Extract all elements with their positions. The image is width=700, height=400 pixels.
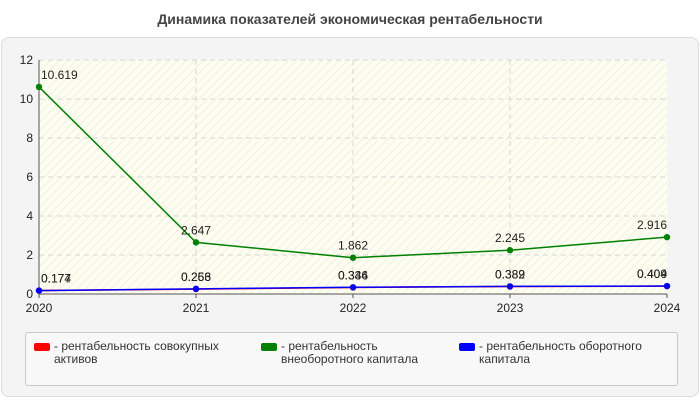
y-tick-label: 8 bbox=[26, 131, 33, 145]
data-label: 0.344 bbox=[338, 268, 368, 282]
data-point bbox=[349, 284, 357, 291]
legend-label-noncurrent-capital: - рентабельность внеоборотного капитала bbox=[281, 339, 418, 366]
y-tick-label: 4 bbox=[26, 209, 33, 223]
y-tick-label: 0 bbox=[26, 287, 33, 301]
data-label: 2.647 bbox=[181, 223, 211, 237]
legend-swatch-blue bbox=[459, 343, 475, 351]
data-label: 0.404 bbox=[637, 267, 667, 281]
data-label: 0.336 bbox=[338, 268, 368, 282]
data-point bbox=[192, 285, 200, 293]
data-label: 2.916 bbox=[637, 218, 667, 232]
data-label: 0.177 bbox=[41, 272, 71, 286]
y-tick-label: 6 bbox=[26, 170, 33, 184]
data-point bbox=[506, 247, 514, 254]
data-label: 0.409 bbox=[637, 267, 667, 281]
y-tick-label: 10 bbox=[20, 92, 34, 106]
y-tick-label: 2 bbox=[26, 248, 33, 262]
x-tick-label: 2021 bbox=[183, 301, 210, 315]
data-point bbox=[35, 287, 43, 294]
legend-label-working-capital: - рентабельность оборотного капитала bbox=[479, 339, 642, 366]
legend-swatch-green bbox=[261, 343, 277, 351]
data-point bbox=[506, 283, 514, 290]
legend-label-total-assets: - рентабельность совокупных активов bbox=[54, 339, 219, 366]
x-tick-label: 2020 bbox=[26, 301, 53, 315]
data-label: 10.619 bbox=[41, 68, 78, 82]
data-label: 0.174 bbox=[41, 272, 71, 286]
chart-title: Динамика показателей экономическая рента… bbox=[157, 11, 543, 27]
legend-item-working-capital: - рентабельность оборотного капитала bbox=[459, 340, 674, 366]
data-point bbox=[35, 83, 43, 91]
x-tick-label: 2022 bbox=[340, 301, 367, 315]
legend-item-noncurrent-capital: - рентабельность внеоборотного капитала bbox=[261, 340, 446, 366]
data-label: 0.253 bbox=[181, 270, 211, 284]
data-point bbox=[349, 254, 357, 261]
legend-item-total-assets: - рентабельность совокупных активов bbox=[34, 340, 244, 366]
data-label: 1.862 bbox=[338, 239, 368, 253]
data-label: 0.382 bbox=[495, 268, 525, 282]
data-label: 2.245 bbox=[495, 231, 525, 245]
legend-swatch-red bbox=[34, 343, 50, 351]
x-tick-label: 2024 bbox=[654, 301, 681, 315]
x-tick-label: 2023 bbox=[497, 301, 524, 315]
data-point bbox=[663, 282, 671, 290]
data-point bbox=[192, 239, 200, 246]
data-point bbox=[663, 233, 671, 241]
y-tick-label: 12 bbox=[20, 53, 34, 67]
data-label: 0.389 bbox=[495, 267, 525, 281]
data-label: 0.266 bbox=[181, 270, 211, 284]
legend: - рентабельность совокупных активов - ре… bbox=[25, 332, 678, 386]
